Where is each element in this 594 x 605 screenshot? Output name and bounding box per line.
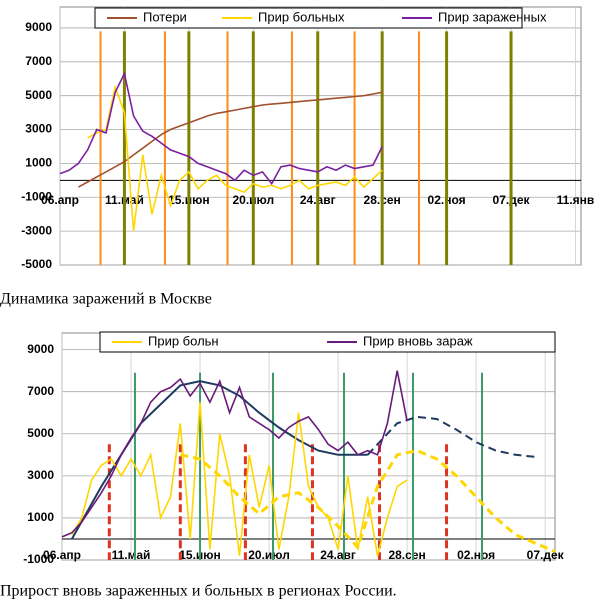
- legend-label: Прир зараженных: [438, 9, 547, 24]
- x-tick-label: 11.янв: [557, 193, 594, 207]
- series-line: [78, 91, 383, 188]
- x-tick-label: 20.июл: [248, 548, 290, 562]
- x-tick-label: 07.дек: [527, 548, 565, 562]
- y-tick-label: 9000: [25, 20, 52, 34]
- y-tick-label: 1000: [25, 156, 52, 170]
- y-tick-label: -5000: [21, 257, 52, 271]
- y-tick-label: 7000: [25, 54, 52, 68]
- trend-line: [71, 380, 368, 540]
- x-tick-label: 06.апр: [41, 193, 79, 207]
- trend-line: [179, 449, 556, 553]
- y-tick-label: 3000: [25, 122, 52, 136]
- series-line: [59, 71, 383, 186]
- series-line: [71, 402, 408, 557]
- x-tick-label: 02.ноя: [457, 548, 495, 562]
- y-tick-label: 1000: [27, 510, 54, 524]
- y-tick-label: 5000: [25, 88, 52, 102]
- legend-label: Прир вновь зараж: [363, 333, 473, 348]
- plot-area: [59, 6, 582, 266]
- plot-area: [61, 332, 556, 561]
- y-tick-label: -3000: [21, 223, 52, 237]
- legend-label: Прир больн: [148, 333, 219, 348]
- y-tick-label: -1000: [23, 552, 54, 566]
- chart: -5000 -3000 -1000 1000 3000 5000 7000 9000 06.ап…: [0, 6, 594, 308]
- x-tick-label: 11.май: [112, 548, 151, 562]
- caption: Прирост вновь зараженных и больных в рег…: [0, 583, 397, 600]
- legend-label: Потери: [143, 9, 187, 24]
- series-line: [61, 370, 408, 538]
- x-tick-label: 24.авг: [320, 548, 356, 562]
- x-tick-label: 28.сен: [388, 548, 425, 562]
- series-line: [87, 84, 383, 232]
- caption: Динамика заражений в Москве: [0, 291, 212, 308]
- y-tick-label: 5000: [27, 426, 54, 440]
- x-tick-label: 06.апр: [43, 548, 81, 562]
- y-tick-label: 7000: [27, 384, 54, 398]
- y-tick-label: -1000: [21, 189, 52, 203]
- y-tick-label: 3000: [27, 468, 54, 482]
- trend-line: [366, 415, 536, 458]
- y-tick-label: 9000: [27, 342, 54, 356]
- chart: -10001000300050007000900006.апр11.май15.…: [0, 331, 565, 600]
- legend-label: Прир больных: [258, 9, 345, 24]
- legend-box: [94, 7, 523, 29]
